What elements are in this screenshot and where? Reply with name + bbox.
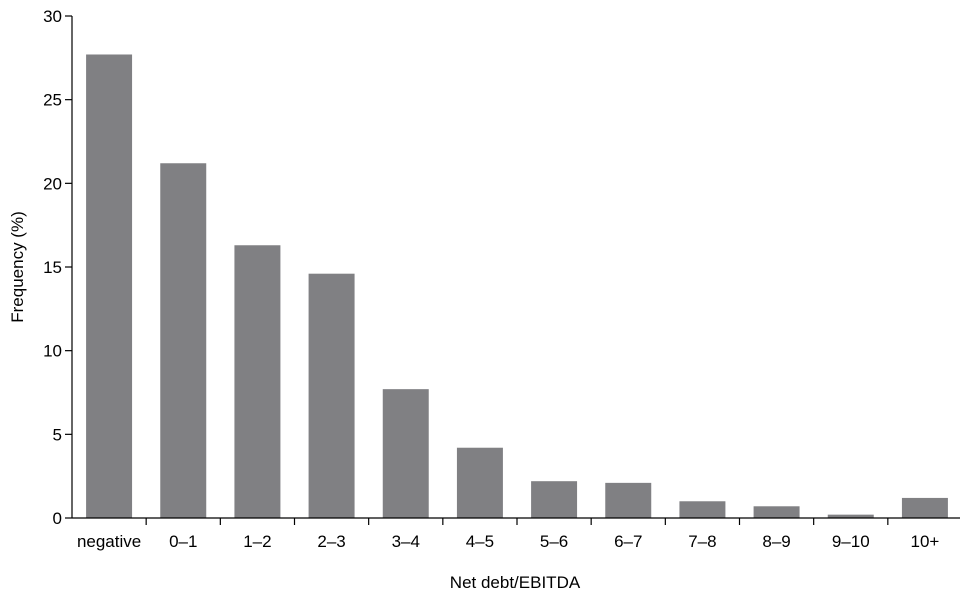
x-tick-label-0-1: 0–1: [169, 532, 197, 551]
y-tick-label-20: 20: [43, 174, 62, 193]
y-ticks-layer: 0 5 10 15 20 25 30: [43, 7, 72, 528]
bar-9-10: [827, 514, 874, 518]
bar-4-5: [456, 447, 503, 518]
x-axis-title: Net debt/EBITDA: [450, 573, 581, 592]
bar-negative: [86, 54, 133, 519]
bar-0-1: [160, 163, 207, 518]
x-tick-label-3-4: 3–4: [392, 532, 420, 551]
y-tick-label-25: 25: [43, 91, 62, 110]
bar-7-8: [679, 501, 726, 518]
y-tick-label-10: 10: [43, 342, 62, 361]
bar-5-6: [531, 481, 578, 518]
y-tick-label-30: 30: [43, 7, 62, 26]
bar-8-9: [753, 506, 800, 518]
x-tick-label-negative: negative: [77, 532, 141, 551]
bar-2-3: [308, 273, 355, 518]
x-tick-label-7-8: 7–8: [688, 532, 716, 551]
y-tick-label-15: 15: [43, 258, 62, 277]
x-tick-label-5-6: 5–6: [540, 532, 568, 551]
y-axis-title: Frequency (%): [8, 211, 27, 322]
y-tick-label-0: 0: [53, 509, 62, 528]
x-tick-label-10: 10+: [910, 532, 939, 551]
x-tick-label-9-10: 9–10: [832, 532, 870, 551]
y-tick-label-5: 5: [53, 425, 62, 444]
x-tick-label-2-3: 2–3: [317, 532, 345, 551]
bar-3-4: [382, 389, 429, 518]
x-tick-label-8-9: 8–9: [762, 532, 790, 551]
bar-10: [901, 497, 948, 518]
x-tick-label-6-7: 6–7: [614, 532, 642, 551]
x-tick-label-1-2: 1–2: [243, 532, 271, 551]
x-ticks-layer: negative 0–1 1–2 2–3 3–4 4–5 5–6 6–7 7–8 8–9 9–10 1…: [77, 518, 939, 551]
bar-1-2: [234, 245, 281, 518]
bar-6-7: [605, 482, 652, 518]
x-tick-label-4-5: 4–5: [466, 532, 494, 551]
bars-layer: [86, 54, 948, 519]
